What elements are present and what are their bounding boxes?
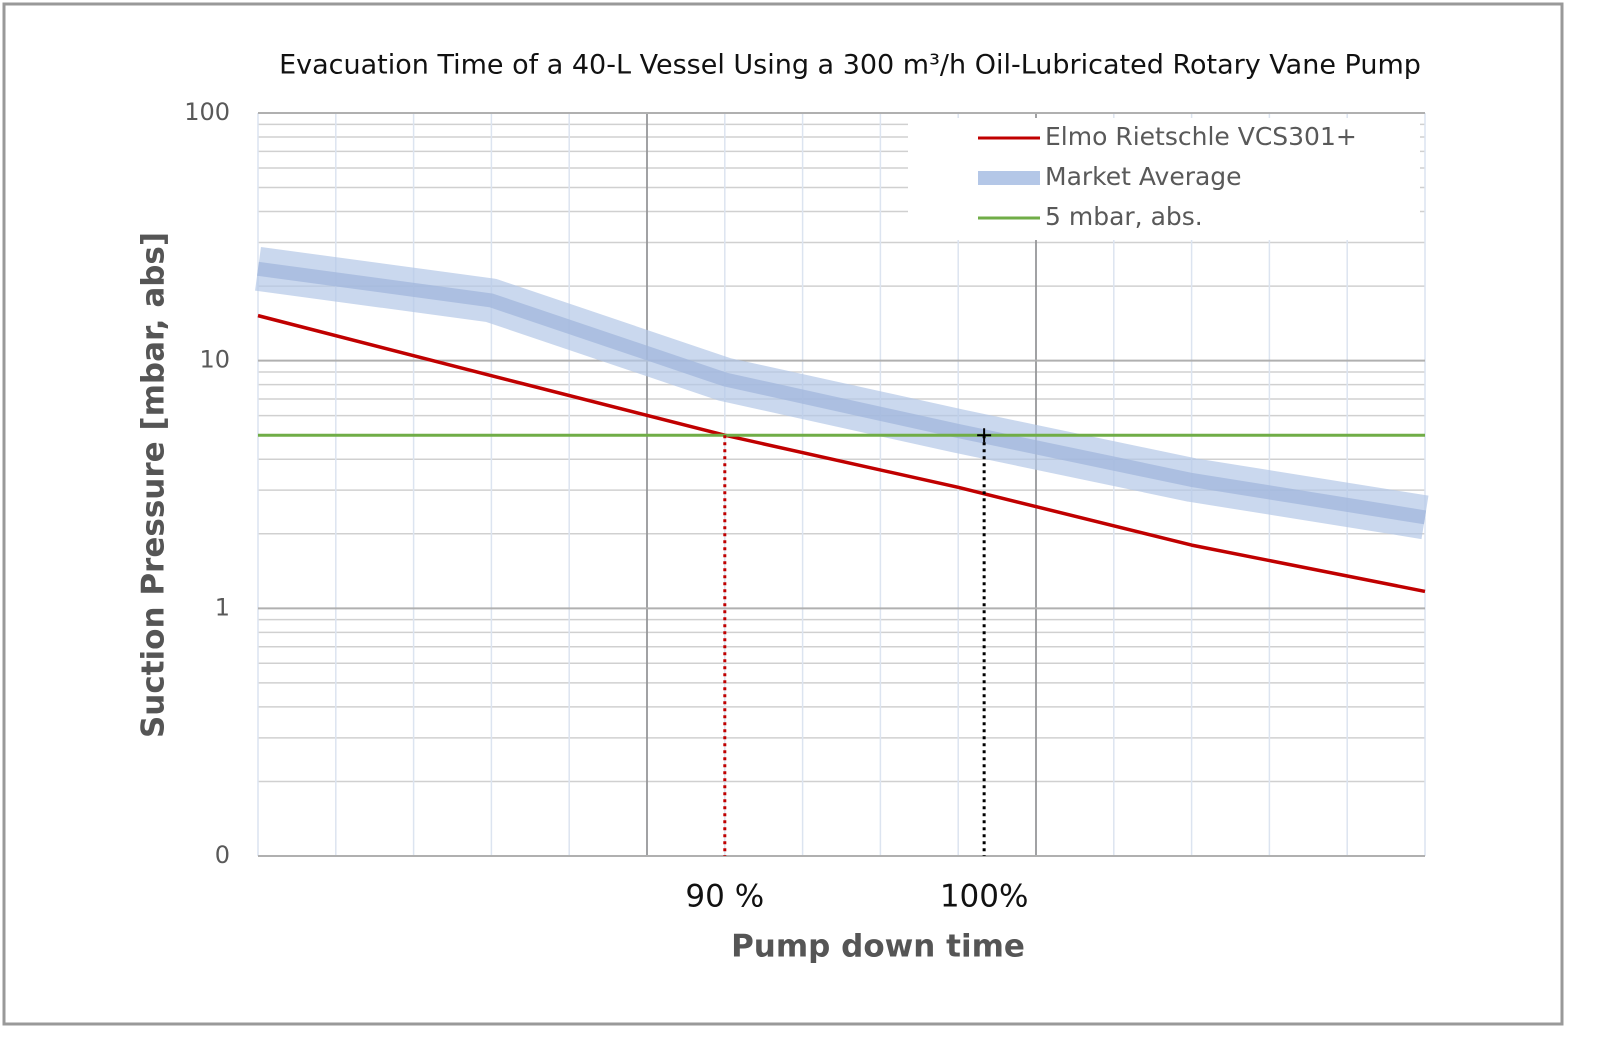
legend-label: Market Average	[1045, 162, 1242, 191]
crosshair	[977, 428, 992, 443]
y-tick-label: 10	[199, 346, 230, 374]
legend-label: Elmo Rietschle VCS301+	[1045, 122, 1357, 151]
y-axis-label: Suction Pressure [mbar, abs]	[136, 232, 172, 738]
y-tick-label: 0	[215, 841, 230, 869]
y-tick-label: 1	[215, 593, 230, 621]
chart-title: Evacuation Time of a 40-L Vessel Using a…	[279, 50, 1421, 81]
x-axis-label: Pump down time	[731, 929, 1025, 965]
x-tick-label: 90 %	[685, 879, 764, 915]
grid	[257, 112, 1426, 857]
legend: Elmo Rietschle VCS301+ Market Average 5 mb…	[908, 118, 1420, 240]
y-tick-label: 100	[184, 98, 230, 126]
plot-area	[255, 246, 1429, 856]
series-line	[257, 313, 1426, 594]
legend-label: 5 mbar, abs.	[1045, 202, 1203, 231]
band-center	[257, 261, 1427, 525]
x-tick-label: 100%	[940, 879, 1029, 915]
